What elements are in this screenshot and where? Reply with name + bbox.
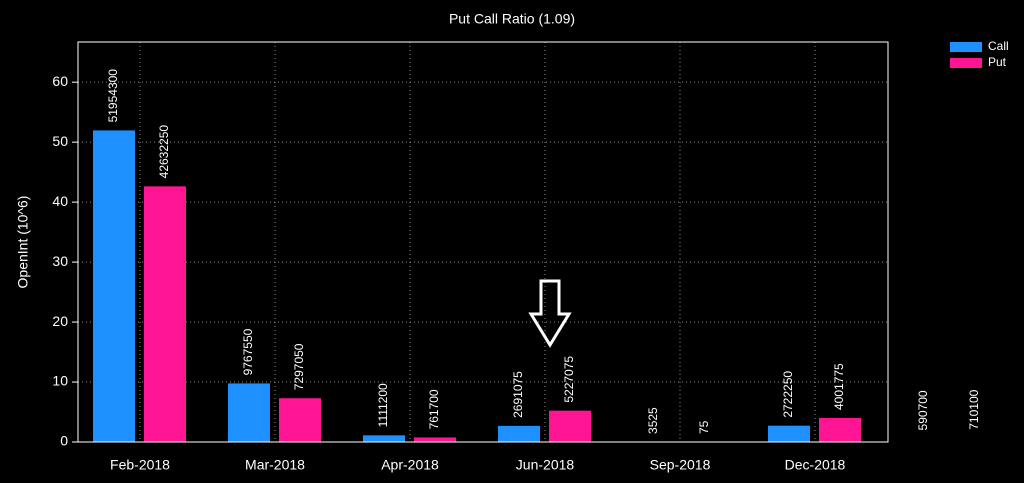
y-tick-label: 30 bbox=[52, 253, 68, 269]
legend-swatch bbox=[950, 42, 982, 52]
value-label: 75 bbox=[697, 420, 711, 434]
value-label: 761700 bbox=[427, 389, 441, 429]
labels: 0 10 20 30 40 50 60 Feb-2018 51954300 42632250 Mar… bbox=[52, 69, 981, 473]
value-label: 5227075 bbox=[562, 356, 576, 403]
value-label: 2722250 bbox=[781, 371, 795, 418]
bar bbox=[93, 130, 135, 442]
bars bbox=[93, 130, 861, 442]
value-label: 9767550 bbox=[241, 328, 255, 375]
y-tick-label: 40 bbox=[52, 193, 68, 209]
legend-label: Call bbox=[988, 39, 1009, 53]
x-tick-label: Sep-2018 bbox=[650, 457, 711, 473]
bar bbox=[363, 435, 405, 442]
x-tick-label: Jun-2018 bbox=[516, 457, 575, 473]
legend-swatch bbox=[950, 58, 982, 68]
x-tick-label: Mar-2018 bbox=[245, 457, 305, 473]
x-tick-label: Dec-2018 bbox=[785, 457, 846, 473]
chart-title: Put Call Ratio (1.09) bbox=[449, 11, 575, 27]
value-label: 710100 bbox=[967, 389, 981, 429]
y-tick-label: 0 bbox=[60, 433, 68, 449]
y-tick-label: 60 bbox=[52, 73, 68, 89]
bar bbox=[819, 418, 861, 442]
bar bbox=[414, 437, 456, 442]
y-tick-label: 10 bbox=[52, 373, 68, 389]
value-label: 590700 bbox=[916, 390, 930, 430]
y-tick-label: 20 bbox=[52, 313, 68, 329]
bar bbox=[279, 398, 321, 442]
value-label: 1111200 bbox=[376, 383, 390, 427]
x-tick-label: Apr-2018 bbox=[381, 457, 439, 473]
legend-label: Put bbox=[988, 55, 1007, 69]
value-label: 4001775 bbox=[832, 363, 846, 410]
bar bbox=[144, 186, 186, 442]
value-label: 3525 bbox=[646, 407, 660, 434]
bar bbox=[549, 410, 591, 442]
bar bbox=[498, 425, 540, 442]
bar bbox=[768, 425, 810, 442]
value-label: 7297050 bbox=[292, 343, 306, 390]
value-label: 42632250 bbox=[157, 125, 171, 179]
x-tick-label: Feb-2018 bbox=[110, 457, 170, 473]
value-label: 51954300 bbox=[106, 69, 120, 123]
bar bbox=[228, 383, 270, 442]
plot-frame bbox=[77, 41, 889, 443]
value-label: 2691075 bbox=[511, 371, 525, 418]
arrow-annotation bbox=[528, 279, 572, 348]
y-tick-label: 50 bbox=[52, 133, 68, 149]
y-axis-label: OpenInt (10^6) bbox=[15, 196, 31, 289]
